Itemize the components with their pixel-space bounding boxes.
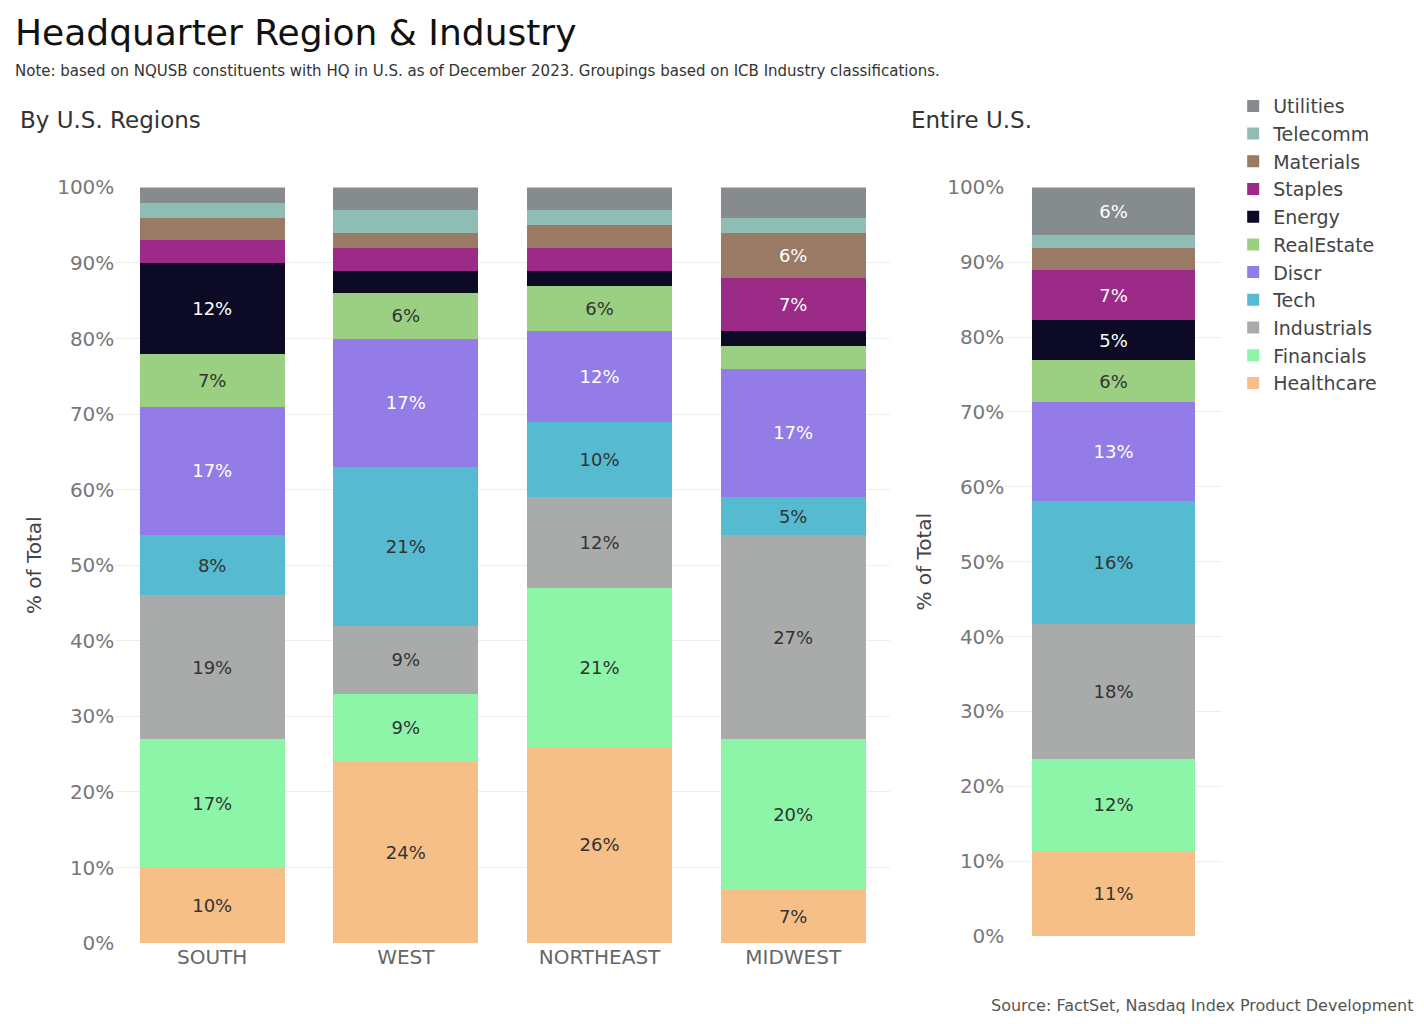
svg-text:9%: 9% — [392, 649, 421, 670]
svg-text:26%: 26% — [579, 834, 619, 855]
svg-text:Entire U.S.: Entire U.S. — [911, 107, 1032, 133]
svg-text:0%: 0% — [83, 931, 115, 955]
svg-text:90%: 90% — [70, 251, 114, 275]
svg-text:10%: 10% — [960, 849, 1004, 873]
svg-text:12%: 12% — [1094, 794, 1134, 815]
svg-text:100%: 100% — [947, 175, 1004, 199]
svg-text:50%: 50% — [70, 553, 114, 577]
svg-text:17%: 17% — [773, 422, 813, 443]
svg-text:17%: 17% — [192, 460, 232, 481]
svg-text:Source: FactSet, Nasdaq Index: Source: FactSet, Nasdaq Index Product De… — [991, 996, 1413, 1015]
svg-text:16%: 16% — [1094, 552, 1134, 573]
svg-text:30%: 30% — [960, 699, 1004, 723]
svg-text:40%: 40% — [960, 625, 1004, 649]
svg-text:21%: 21% — [579, 657, 619, 678]
svg-text:10%: 10% — [579, 449, 619, 470]
svg-text:6%: 6% — [779, 245, 808, 266]
svg-text:13%: 13% — [1094, 441, 1134, 462]
svg-text:12%: 12% — [192, 298, 232, 319]
svg-text:80%: 80% — [70, 327, 114, 351]
svg-text:50%: 50% — [960, 550, 1004, 574]
svg-text:40%: 40% — [70, 629, 114, 653]
svg-text:7%: 7% — [779, 294, 808, 315]
svg-text:6%: 6% — [1099, 371, 1128, 392]
svg-text:SOUTH: SOUTH — [177, 945, 247, 969]
svg-text:30%: 30% — [70, 704, 114, 728]
svg-text:Telecomm: Telecomm — [1272, 123, 1369, 145]
svg-text:20%: 20% — [773, 804, 813, 825]
svg-text:60%: 60% — [70, 478, 114, 502]
svg-text:12%: 12% — [579, 532, 619, 553]
svg-text:Energy: Energy — [1273, 206, 1340, 228]
svg-text:6%: 6% — [392, 305, 421, 326]
svg-text:Discr: Discr — [1273, 262, 1321, 284]
svg-text:27%: 27% — [773, 627, 813, 648]
svg-text:Healthcare: Healthcare — [1273, 372, 1377, 394]
svg-text:10%: 10% — [192, 895, 232, 916]
svg-text:0%: 0% — [973, 924, 1005, 948]
svg-text:17%: 17% — [192, 793, 232, 814]
svg-text:Financials: Financials — [1273, 345, 1366, 367]
svg-text:12%: 12% — [579, 366, 619, 387]
svg-text:By U.S. Regions: By U.S. Regions — [20, 107, 201, 133]
svg-text:6%: 6% — [1099, 201, 1128, 222]
svg-text:100%: 100% — [57, 175, 114, 199]
svg-text:70%: 70% — [960, 400, 1004, 424]
svg-text:80%: 80% — [960, 325, 1004, 349]
svg-text:90%: 90% — [960, 250, 1004, 274]
svg-text:9%: 9% — [392, 717, 421, 738]
svg-text:7%: 7% — [198, 370, 227, 391]
svg-text:MIDWEST: MIDWEST — [745, 945, 842, 969]
svg-text:19%: 19% — [192, 657, 232, 678]
svg-text:% of Total: % of Total — [912, 513, 936, 611]
svg-text:6%: 6% — [585, 298, 614, 319]
svg-text:7%: 7% — [779, 906, 808, 927]
svg-text:20%: 20% — [960, 774, 1004, 798]
svg-text:17%: 17% — [386, 392, 426, 413]
svg-text:24%: 24% — [386, 842, 426, 863]
svg-text:Tech: Tech — [1272, 289, 1316, 311]
svg-text:20%: 20% — [70, 780, 114, 804]
svg-text:NORTHEAST: NORTHEAST — [539, 945, 661, 969]
svg-text:Staples: Staples — [1273, 178, 1343, 200]
svg-text:60%: 60% — [960, 475, 1004, 499]
svg-text:% of Total: % of Total — [22, 516, 46, 614]
svg-text:18%: 18% — [1094, 681, 1134, 702]
svg-text:11%: 11% — [1094, 883, 1134, 904]
svg-text:8%: 8% — [198, 555, 227, 576]
svg-text:7%: 7% — [1099, 285, 1128, 306]
svg-text:10%: 10% — [70, 856, 114, 880]
svg-text:Materials: Materials — [1273, 151, 1360, 173]
svg-text:5%: 5% — [779, 506, 808, 527]
svg-text:5%: 5% — [1099, 330, 1128, 351]
svg-text:RealEstate: RealEstate — [1273, 234, 1374, 256]
svg-text:Industrials: Industrials — [1273, 317, 1372, 339]
svg-text:70%: 70% — [70, 402, 114, 426]
svg-text:Utilities: Utilities — [1273, 95, 1345, 117]
svg-text:Note: based on NQUSB constitue: Note: based on NQUSB constituents with H… — [15, 62, 940, 80]
svg-text:WEST: WEST — [377, 945, 435, 969]
svg-text:Headquarter Region & Industry: Headquarter Region & Industry — [15, 12, 576, 53]
svg-text:21%: 21% — [386, 536, 426, 557]
